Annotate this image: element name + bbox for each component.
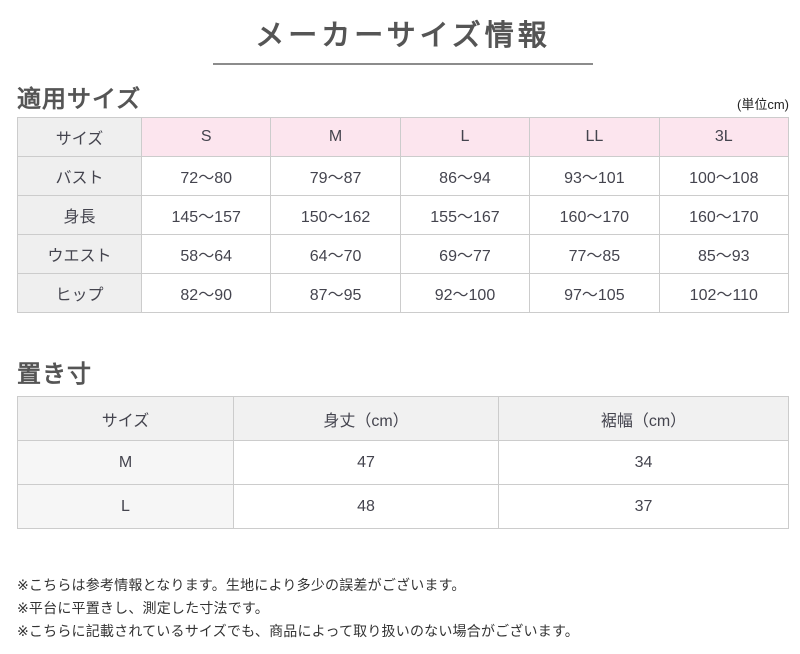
value-cell: 160～170 [529,195,660,235]
row-label-cell: L [17,484,234,529]
value-cell: 48 [233,484,499,529]
table-row: ウエスト 58～64 64～70 69～77 77～85 85～93 [17,234,790,274]
corner-header-cell: サイズ [17,117,142,157]
value-cell: 77～85 [529,234,660,274]
table-row: M 47 34 [17,440,789,485]
applicable-size-table: サイズ S M L LL 3L バスト 72～80 79～87 86～94 93～101 100～10… [17,117,790,313]
notes: ※こちらは参考情報となります。生地により多少の誤差がございます。 ※平台に平置き… [17,574,789,643]
column-header-cell: M [270,117,401,157]
value-cell: 100～108 [658,156,790,196]
table-row: ヒップ 82～90 87～95 92～100 97～105 102～110 [17,273,790,313]
title-wrap: メーカーサイズ情報 [17,8,789,65]
note-line: ※平台に平置きし、測定した寸法です。 [17,600,269,616]
value-cell: 37 [498,484,789,529]
value-cell: 79～87 [270,156,401,196]
value-cell: 92～100 [399,273,531,313]
value-cell: 69～77 [399,234,531,274]
column-header-cell: S [140,117,272,157]
header-row: サイズ S M L LL 3L [17,117,790,157]
value-cell: 145～157 [140,195,272,235]
table-row: バスト 72～80 79～87 86～94 93～101 100～108 [17,156,790,196]
column-header-cell: L [399,117,531,157]
row-label-cell: 身長 [17,195,142,235]
flat-measurement-section: 置き寸 サイズ 身丈（cm） 裾幅（cm） M 47 34 L 48 37 [17,354,789,529]
applicable-size-head: 適用サイズ (単位cm) [17,79,789,114]
row-label-cell: ウエスト [17,234,142,274]
value-cell: 87～95 [270,273,401,313]
value-cell: 150～162 [270,195,401,235]
applicable-size-heading: 適用サイズ [17,86,142,113]
value-cell: 34 [498,440,789,485]
row-label-cell: ヒップ [17,273,142,313]
corner-header-cell: サイズ [17,396,234,441]
row-label-cell: バスト [17,156,142,196]
value-cell: 72～80 [140,156,272,196]
value-cell: 64～70 [270,234,401,274]
row-label-cell: M [17,440,234,485]
value-cell: 58～64 [140,234,272,274]
table-row: 身長 145～157 150～162 155～167 160～170 160～170 [17,195,790,235]
header-row: サイズ 身丈（cm） 裾幅（cm） [17,396,789,441]
column-header-cell: LL [529,117,660,157]
value-cell: 47 [233,440,499,485]
unit-note: (単位cm) [737,97,789,112]
value-cell: 160～170 [658,195,790,235]
page-title: メーカーサイズ情報 [213,8,593,65]
value-cell: 85～93 [658,234,790,274]
value-cell: 93～101 [529,156,660,196]
applicable-size-section: 適用サイズ (単位cm) サイズ S M L LL 3L バスト 72～80 79～87 86～9… [17,79,790,313]
column-header-cell: 3L [658,117,790,157]
note-line: ※こちらに記載されているサイズでも、商品によって取り扱いのない場合がございます。 [17,623,579,639]
value-cell: 102～110 [658,273,790,313]
flat-measurement-table: サイズ 身丈（cm） 裾幅（cm） M 47 34 L 48 37 [17,396,789,529]
column-header-cell: 裾幅（cm） [498,396,789,441]
value-cell: 97～105 [529,273,660,313]
value-cell: 155～167 [399,195,531,235]
flat-measurement-heading: 置き寸 [17,361,92,388]
column-header-cell: 身丈（cm） [233,396,499,441]
value-cell: 82～90 [140,273,272,313]
table-row: L 48 37 [17,484,789,529]
note-line: ※こちらは参考情報となります。生地により多少の誤差がございます。 [17,577,466,593]
value-cell: 86～94 [399,156,531,196]
